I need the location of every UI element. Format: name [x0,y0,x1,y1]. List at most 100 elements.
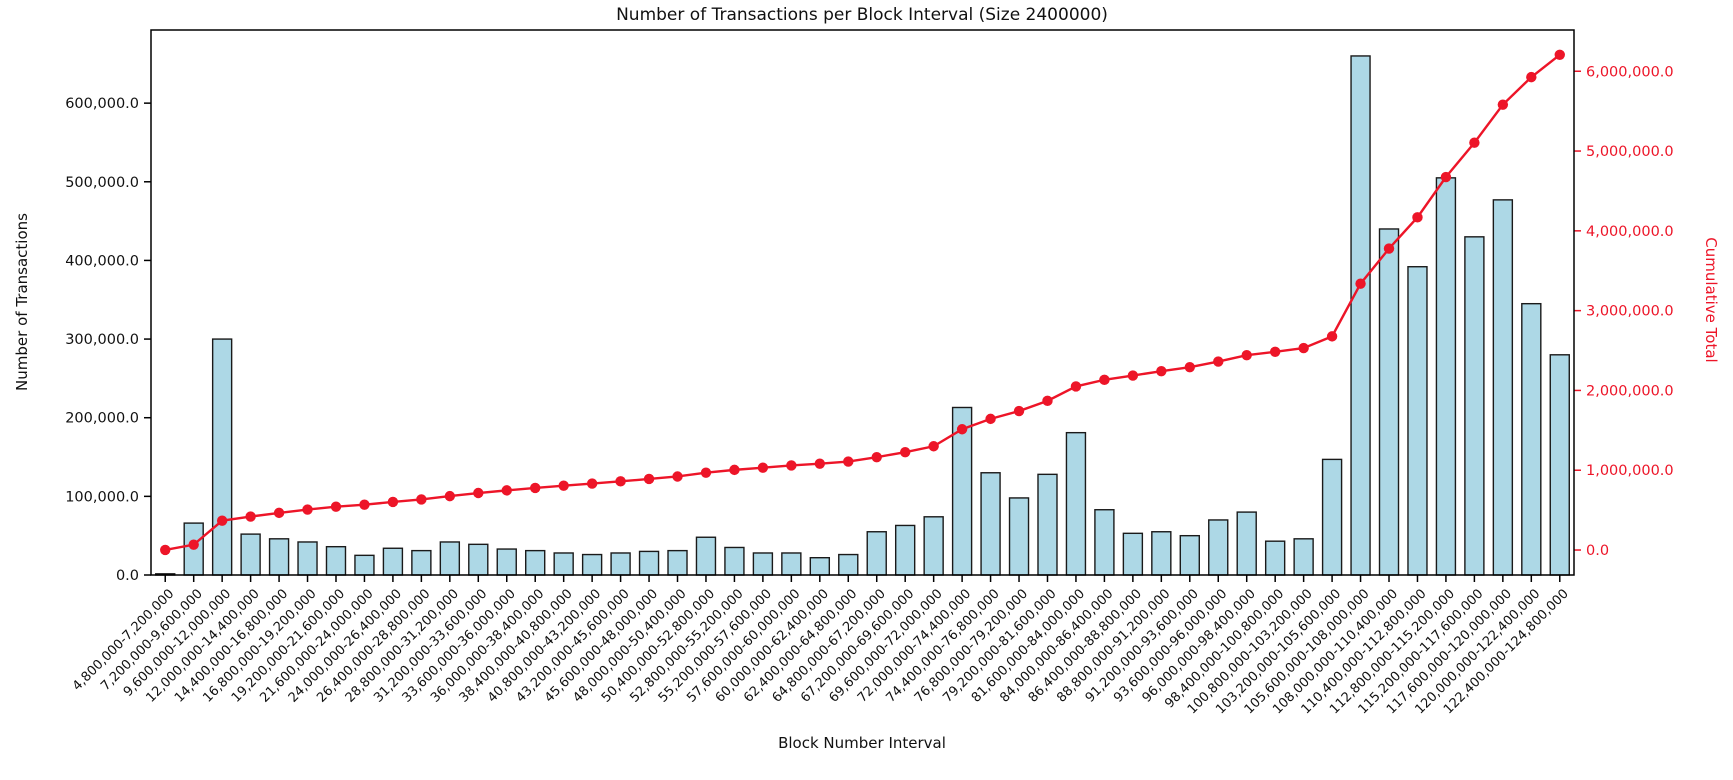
bar [240,533,261,576]
bar [1521,302,1542,576]
bar [752,552,774,576]
bar [411,549,432,576]
cumulative-point [1213,356,1224,367]
cumulative-point [956,424,968,435]
bar [1549,354,1570,576]
bar [1151,531,1172,576]
cumulative-point [188,539,199,550]
bar [1065,431,1087,576]
plot-border [150,29,1575,576]
cumulative-point [387,496,399,508]
bar [325,545,347,576]
y-left-tick-label: 100,000.0 [65,489,139,505]
bar [382,547,404,576]
bar [1037,473,1058,576]
y-right-tick-label: 3,000,000.0 [1586,304,1674,320]
cumulative-point [1042,395,1053,407]
bar [553,552,574,576]
bar [923,516,944,576]
cumulative-point [1355,278,1366,289]
cumulative-point [160,544,171,556]
cumulative-point [1469,137,1480,148]
y-left-tick-label: 500,000.0 [65,175,139,191]
cumulative-point [1326,331,1338,342]
bar [1435,177,1457,576]
cumulative-point [843,456,854,467]
y-left-tick-label: 300,000.0 [65,332,139,348]
bar [894,524,916,576]
cumulative-point [615,476,626,487]
cumulative-point [814,458,826,469]
y-right-tick-label: 5,000,000.0 [1586,144,1674,160]
bar [211,338,233,576]
bar [297,541,318,576]
cumulative-point [928,441,939,452]
y-right-tick-label: 0.0 [1586,543,1609,559]
bar [724,546,745,576]
bar [354,554,375,576]
bar [1094,509,1115,576]
cumulative-point [416,494,427,505]
bar [980,472,1001,576]
cumulative-point [786,460,797,471]
y-right-tick-label: 6,000,000.0 [1586,64,1674,80]
cumulative-point [729,464,740,476]
x-axis-label: Block Number Interval [778,734,946,752]
cumulative-point [757,462,769,473]
cumulative-point [216,515,228,526]
y-right-tick-label: 1,000,000.0 [1586,463,1674,479]
bar [1350,55,1371,576]
y-axis-right-ticks: 0.0 1,000,000.0 2,000,000.0 3,000,000.0 4,00… [1574,64,1674,559]
cumulative-point [558,480,569,491]
cumulative-point [1269,346,1281,357]
y-left-tick-label: 200,000.0 [65,411,139,427]
cumulative-point [1070,381,1082,392]
bar [838,553,859,576]
bar [1208,519,1229,576]
cumulative-point [530,482,541,494]
cumulative-point [1099,374,1110,385]
y-left-tick-label: 600,000.0 [65,96,139,112]
cumulative-point [473,487,484,499]
cumulative-point [1440,171,1452,183]
cumulative-point [1412,212,1423,223]
bars-series [155,55,1570,576]
cumulative-point [1526,71,1537,83]
bar [667,549,688,576]
bar [581,553,603,576]
cumulative-point [700,467,712,478]
bar [468,543,489,576]
cumulative-point [586,478,598,489]
cumulative-line-series [160,49,1565,556]
cumulative-point [359,499,370,510]
cumulative-point [501,485,512,496]
cumulative-point [1298,342,1309,354]
cumulative-point [1184,361,1195,373]
cumulative-point [985,413,996,425]
cumulative-point [643,473,655,485]
bar [809,557,831,576]
y-right-tick-label: 4,000,000.0 [1586,224,1674,240]
bar [1321,458,1343,576]
bar [1378,228,1400,576]
bar [866,531,887,576]
bar [695,536,717,576]
bar [1407,266,1428,576]
y-axis-left-label: Number of Transactions [13,213,31,391]
cumulative-point [1127,370,1139,381]
cumulative-point [1383,243,1395,254]
bar [781,552,802,576]
bar [610,552,631,576]
bar [1008,497,1030,576]
cumulative-point [899,446,911,458]
bar [1464,236,1485,576]
cumulative-point [871,451,882,463]
cumulative-point [1497,99,1509,110]
bar [1492,199,1514,576]
cumulative-point [1554,49,1565,60]
bar [1264,540,1286,576]
bar [638,550,660,576]
cumulative-point [672,471,683,482]
